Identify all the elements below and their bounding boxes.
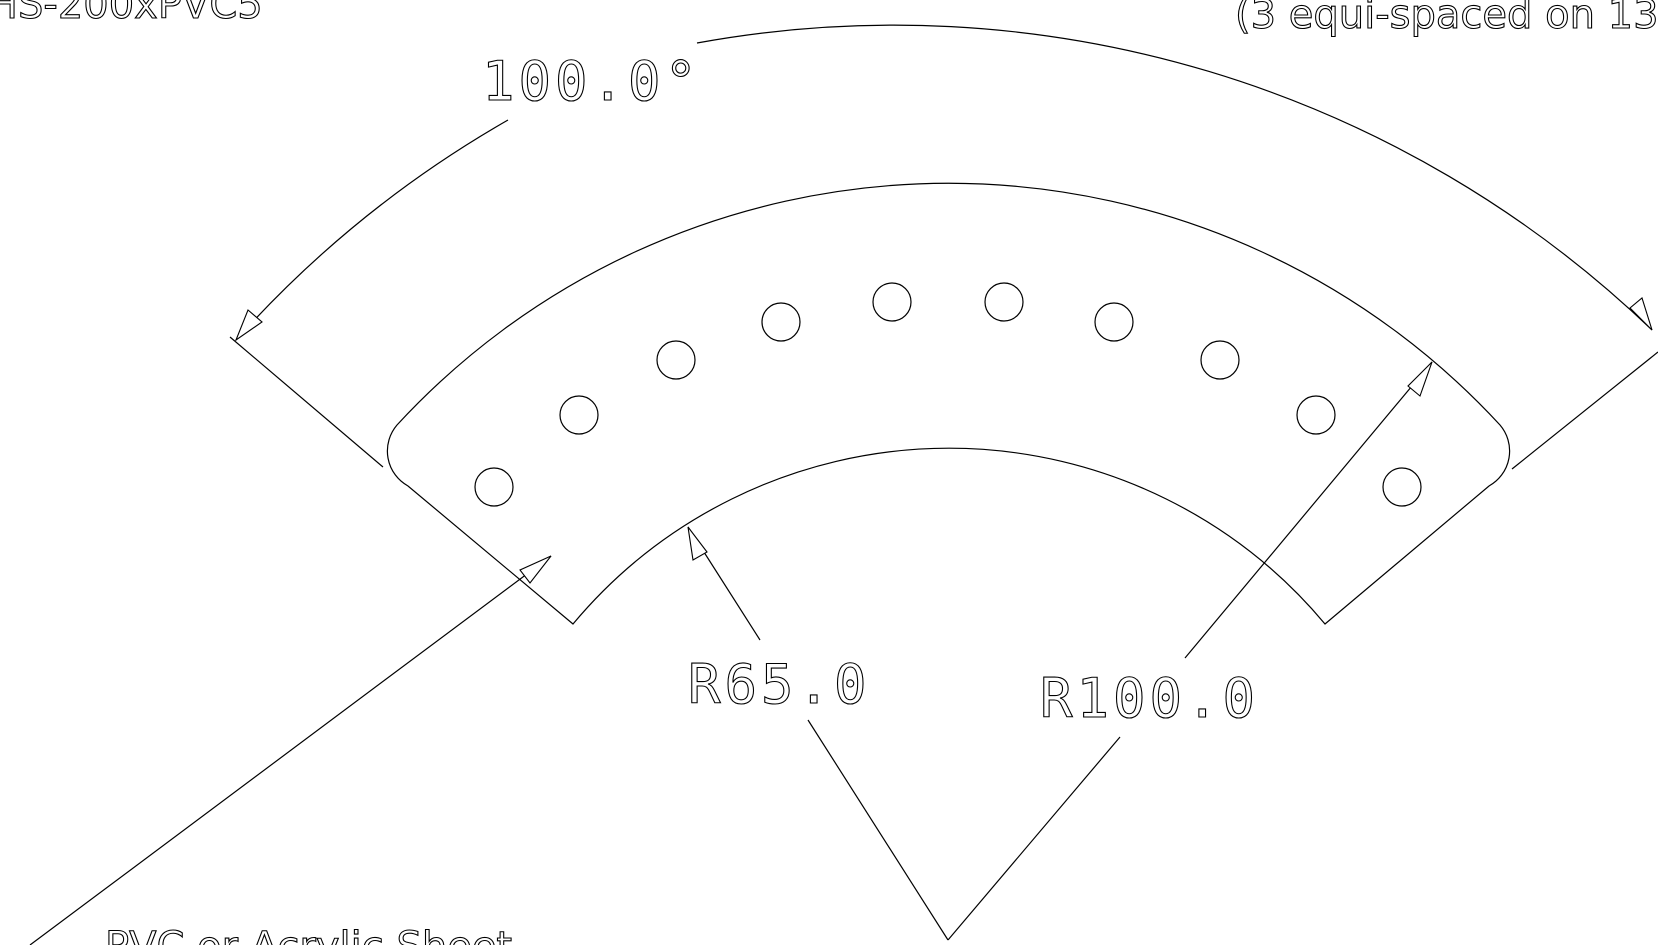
material-note: PVC or Acrylic Sheet (105, 924, 512, 945)
hole (656, 340, 696, 380)
hole (761, 302, 801, 342)
angle-dimension-arc-right (696, 24, 1653, 331)
hole (474, 467, 514, 507)
hole (1382, 467, 1422, 507)
material-note-arrow (519, 555, 552, 584)
part-label: CHS-200xPVC5 (0, 0, 263, 28)
extension-line-left (229, 336, 384, 468)
angle-dimension-label: 100.0° (482, 50, 701, 113)
mounting-holes (474, 282, 1422, 507)
center-line-left (807, 719, 949, 941)
material-note-leader (29, 555, 552, 945)
curved-sheet-outline (386, 182, 1511, 625)
inner-radius-arrow (687, 526, 708, 561)
hole (559, 395, 599, 435)
angle-arrow-left (234, 309, 263, 342)
outer-radius-leader (1184, 361, 1433, 659)
hole (984, 282, 1024, 322)
hole-spacing-note: (3 equi-spaced on 130 (1235, 0, 1658, 38)
hole (872, 282, 912, 322)
outer-radius-label: R100.0 (1040, 667, 1259, 730)
angle-dimension-arc-left (235, 119, 509, 341)
angle-arrow-right (1629, 297, 1653, 331)
center-line-right (947, 736, 1121, 941)
inner-radius-label: R65.0 (688, 653, 871, 716)
hole (1296, 395, 1336, 435)
outer-radius-arrow (1407, 361, 1433, 397)
hole (1094, 302, 1134, 342)
extension-line-right (1511, 351, 1658, 470)
hole (1200, 340, 1240, 380)
